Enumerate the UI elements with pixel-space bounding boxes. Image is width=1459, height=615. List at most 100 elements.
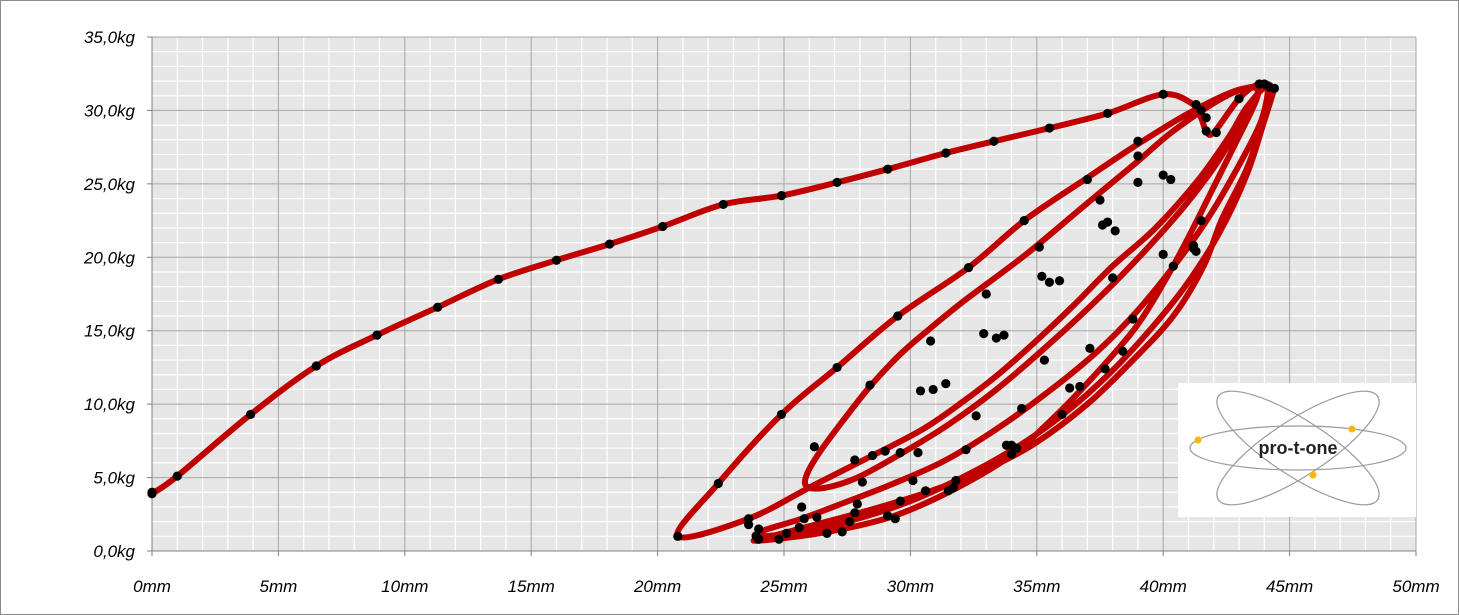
data-point bbox=[1102, 217, 1113, 227]
data-point bbox=[1110, 226, 1120, 236]
x-tick-label: 15mm bbox=[508, 577, 555, 596]
data-point bbox=[979, 329, 989, 339]
data-point bbox=[1196, 215, 1206, 226]
data-point bbox=[845, 517, 855, 527]
data-point bbox=[245, 409, 256, 420]
data-point bbox=[311, 361, 321, 371]
data-point bbox=[774, 534, 784, 544]
data-point bbox=[1158, 89, 1168, 99]
data-point bbox=[895, 496, 905, 506]
data-points bbox=[147, 79, 1280, 544]
orbit-dot bbox=[1309, 471, 1317, 479]
data-point bbox=[852, 499, 862, 509]
data-point bbox=[989, 136, 999, 146]
data-point bbox=[822, 528, 832, 538]
data-point bbox=[1054, 276, 1065, 286]
data-point bbox=[1133, 136, 1143, 146]
data-point bbox=[991, 333, 1001, 343]
data-point bbox=[880, 446, 890, 456]
x-tick-label: 25mm bbox=[759, 577, 807, 596]
x-tick-label: 10mm bbox=[381, 577, 428, 596]
data-point bbox=[673, 531, 683, 541]
data-point bbox=[744, 519, 754, 530]
data-point bbox=[1001, 440, 1012, 450]
y-tick-labels: 0,0kg 5,0kg 10,0kg 15,0kg 20,0kg 25,0kg 30,0kg… bbox=[83, 28, 136, 561]
data-point bbox=[781, 528, 792, 538]
data-point bbox=[850, 508, 860, 518]
data-point bbox=[1211, 127, 1221, 138]
data-point bbox=[951, 475, 961, 486]
x-tick-label: 0mm bbox=[133, 577, 171, 596]
data-point bbox=[999, 330, 1009, 340]
data-point bbox=[754, 524, 764, 534]
data-point bbox=[1133, 177, 1143, 187]
data-point bbox=[493, 274, 503, 284]
data-point bbox=[794, 522, 804, 533]
data-point bbox=[1044, 277, 1055, 287]
data-point bbox=[433, 302, 443, 312]
data-point bbox=[1085, 343, 1095, 353]
data-point bbox=[1108, 273, 1118, 283]
data-point bbox=[1065, 383, 1075, 393]
data-point bbox=[751, 531, 761, 541]
data-point bbox=[718, 199, 728, 210]
data-point bbox=[797, 502, 807, 512]
data-point bbox=[981, 289, 991, 299]
y-tick-label: 25,0kg bbox=[83, 175, 136, 194]
data-point bbox=[809, 442, 819, 452]
data-point bbox=[1188, 240, 1199, 251]
data-point bbox=[908, 475, 918, 486]
data-point bbox=[926, 336, 936, 346]
data-point bbox=[812, 512, 822, 522]
data-point bbox=[776, 409, 787, 420]
data-point bbox=[915, 386, 926, 396]
data-point bbox=[890, 514, 900, 524]
data-point bbox=[1037, 271, 1047, 281]
y-tick-label: 35,0kg bbox=[84, 28, 136, 47]
data-point bbox=[1039, 355, 1049, 365]
data-point bbox=[941, 378, 951, 389]
data-point bbox=[1044, 123, 1055, 133]
data-point bbox=[1095, 195, 1105, 205]
y-tick-label: 30,0kg bbox=[84, 101, 136, 120]
series-line bbox=[149, 80, 1278, 544]
axes bbox=[147, 36, 1417, 556]
data-point bbox=[857, 477, 867, 487]
data-point bbox=[1196, 105, 1206, 116]
data-point bbox=[920, 486, 931, 496]
data-point bbox=[1201, 126, 1211, 136]
data-point bbox=[776, 191, 787, 201]
x-tick-labels: 0mm 5mm 10mm 15mm 20mm 25mm 30mm 35mm 40mm 45mm 50… bbox=[133, 577, 1440, 596]
data-point bbox=[1034, 242, 1044, 252]
data-point bbox=[1019, 215, 1029, 226]
data-point bbox=[713, 478, 723, 489]
data-point bbox=[604, 239, 615, 249]
orbit-dot bbox=[1194, 436, 1202, 444]
y-tick-label: 20,0kg bbox=[83, 248, 136, 267]
data-point bbox=[1168, 261, 1178, 271]
data-point bbox=[1158, 170, 1168, 180]
data-point bbox=[895, 448, 905, 458]
x-tick-label: 45mm bbox=[1266, 577, 1313, 596]
data-point bbox=[850, 455, 860, 465]
data-point bbox=[1234, 94, 1244, 104]
data-point bbox=[799, 514, 809, 524]
data-point bbox=[961, 445, 971, 455]
data-point bbox=[1133, 151, 1143, 161]
data-point bbox=[913, 448, 923, 458]
logo-text: pro-t-one bbox=[1259, 438, 1338, 458]
data-point bbox=[1075, 381, 1085, 392]
y-tick-label: 15,0kg bbox=[84, 322, 136, 341]
data-point bbox=[1166, 174, 1176, 185]
data-point bbox=[1158, 249, 1168, 259]
data-point bbox=[928, 384, 938, 395]
data-point bbox=[893, 311, 903, 321]
data-point bbox=[1128, 314, 1138, 324]
pro-t-one-logo: pro-t-one bbox=[1178, 383, 1416, 517]
data-point bbox=[1102, 108, 1113, 118]
data-point bbox=[147, 487, 157, 497]
data-point bbox=[551, 255, 562, 265]
data-point bbox=[941, 148, 951, 158]
